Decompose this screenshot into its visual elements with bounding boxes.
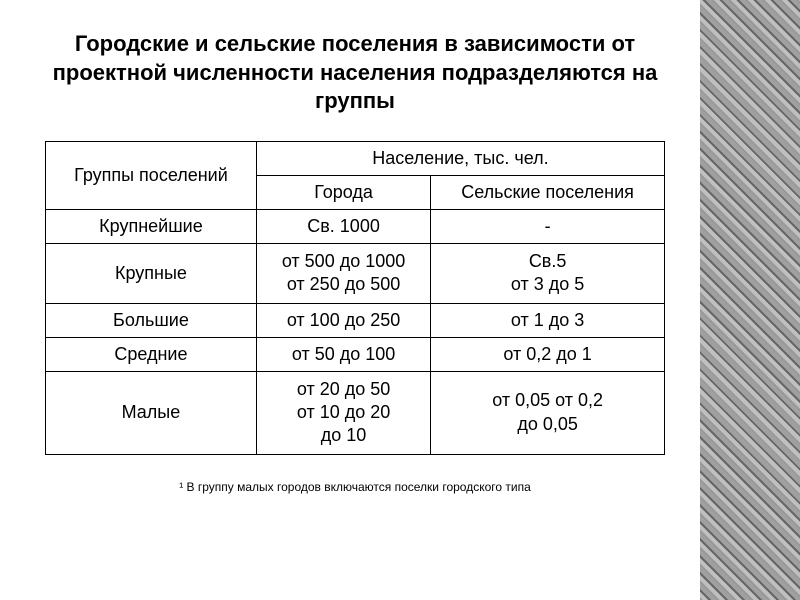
content-area: Городские и сельские поселения в зависим… [0, 0, 700, 600]
table-row: Средние от 50 до 100 от 0,2 до 1 [46, 337, 665, 371]
cell-cities: от 100 до 250 [256, 303, 430, 337]
header-groups: Группы поселений [46, 141, 257, 209]
footnote: ¹ В группу малых городов включаются посе… [45, 480, 665, 494]
cell-cities: от 500 до 1000от 250 до 500 [256, 243, 430, 303]
cell-group: Большие [46, 303, 257, 337]
subheader-cities: Города [256, 175, 430, 209]
cell-rural: от 1 до 3 [431, 303, 665, 337]
cell-rural: от 0,2 до 1 [431, 337, 665, 371]
cell-rural: Св.5от 3 до 5 [431, 243, 665, 303]
table-row: Крупнейшие Св. 1000 - [46, 209, 665, 243]
cell-group: Крупные [46, 243, 257, 303]
cell-rural: от 0,05 от 0,2до 0,05 [431, 371, 665, 454]
page-title: Городские и сельские поселения в зависим… [45, 30, 665, 116]
table-row: Малые от 20 до 50от 10 до 20до 10 от 0,0… [46, 371, 665, 454]
header-population-span: Население, тыс. чел. [256, 141, 664, 175]
cell-group: Крупнейшие [46, 209, 257, 243]
cell-cities: Св. 1000 [256, 209, 430, 243]
sidebar-decoration [700, 0, 800, 600]
table-row: Большие от 100 до 250 от 1 до 3 [46, 303, 665, 337]
cell-cities: от 50 до 100 [256, 337, 430, 371]
cell-rural: - [431, 209, 665, 243]
table-row: Крупные от 500 до 1000от 250 до 500 Св.5… [46, 243, 665, 303]
subheader-rural: Сельские поселения [431, 175, 665, 209]
cell-cities: от 20 до 50от 10 до 20до 10 [256, 371, 430, 454]
table-header-row-1: Группы поселений Население, тыс. чел. [46, 141, 665, 175]
settlements-table: Группы поселений Население, тыс. чел. Го… [45, 141, 665, 455]
cell-group: Малые [46, 371, 257, 454]
cell-group: Средние [46, 337, 257, 371]
